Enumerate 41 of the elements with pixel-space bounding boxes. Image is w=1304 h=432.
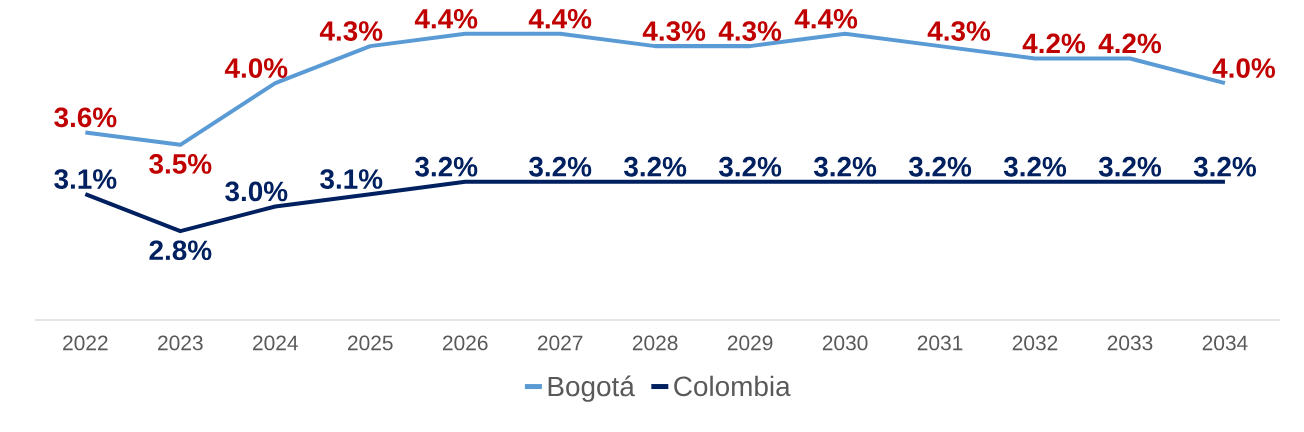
data-label: 4.2% (1098, 33, 1162, 54)
data-label: 3.5% (149, 154, 212, 174)
data-label: 3.6% (54, 107, 117, 128)
data-label: 3.1% (54, 169, 117, 189)
x-tick-label: 2024 (253, 335, 298, 351)
data-label: 4.2% (1022, 33, 1086, 54)
x-tick-label: 2034 (1202, 335, 1248, 351)
data-label: 3.1% (320, 169, 383, 189)
data-label: 3.2% (415, 156, 478, 177)
data-label: 4.0% (1212, 58, 1275, 78)
x-tick-label: 2022 (63, 335, 108, 351)
x-tick-label: 2030 (822, 335, 868, 351)
x-tick-label: 2028 (632, 335, 678, 351)
x-tick-label: 2029 (727, 335, 773, 351)
data-label: 4.3% (319, 21, 383, 41)
data-label: 3.2% (908, 156, 972, 177)
legend-label: Bogotá (548, 375, 635, 402)
data-label: 4.3% (927, 21, 991, 41)
data-label: 3.2% (813, 156, 877, 177)
x-tick-label: 2033 (1107, 335, 1153, 351)
data-label: 3.2% (623, 156, 687, 177)
data-label: 3.2% (718, 156, 782, 177)
x-tick-label: 2027 (537, 335, 583, 351)
x-tick-label: 2026 (442, 335, 488, 351)
data-label: 4.3% (642, 21, 706, 41)
data-label: 3.2% (1003, 156, 1067, 177)
data-label: 4.0% (224, 58, 288, 78)
data-label: 3.0% (225, 181, 288, 202)
data-label: 3.2% (529, 156, 592, 177)
x-tick-label: 2031 (917, 335, 963, 351)
x-tick-label: 2025 (348, 335, 393, 351)
data-label: 4.4% (528, 8, 592, 29)
data-label: 3.2% (1193, 156, 1256, 177)
data-label: 4.3% (718, 21, 782, 41)
x-tick-label: 2032 (1012, 335, 1058, 351)
data-label: 4.4% (414, 8, 478, 29)
legend-label: Colombia (674, 375, 791, 397)
x-tick-label: 2023 (158, 335, 203, 351)
data-label: 3.2% (1098, 156, 1162, 177)
data-label: 2.8% (149, 240, 212, 261)
data-label: 4.4% (794, 8, 858, 29)
